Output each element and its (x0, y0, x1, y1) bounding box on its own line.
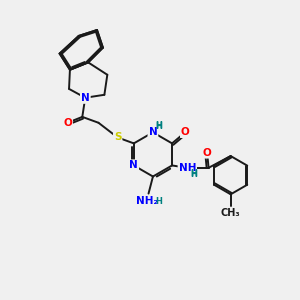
Text: NH: NH (178, 163, 196, 173)
Text: H: H (190, 169, 197, 178)
Text: S: S (114, 133, 122, 142)
Text: NH₂: NH₂ (136, 196, 158, 206)
Text: O: O (181, 127, 190, 137)
Text: O: O (203, 148, 212, 158)
Text: N: N (148, 127, 157, 137)
Text: H: H (155, 122, 162, 130)
Text: H: H (191, 170, 198, 179)
Text: N: N (81, 93, 90, 103)
Text: O: O (203, 148, 212, 158)
Text: N: N (148, 127, 157, 137)
Text: O: O (181, 127, 190, 137)
Text: S: S (114, 133, 122, 142)
Text: H: H (155, 122, 162, 131)
Text: O: O (63, 118, 72, 128)
Text: N: N (81, 93, 90, 103)
Text: N: N (129, 160, 138, 170)
Text: CH₃: CH₃ (221, 208, 241, 218)
Text: N: N (129, 160, 138, 170)
Text: H: H (155, 197, 162, 206)
Text: NH: NH (178, 163, 196, 173)
Text: O: O (63, 118, 72, 128)
